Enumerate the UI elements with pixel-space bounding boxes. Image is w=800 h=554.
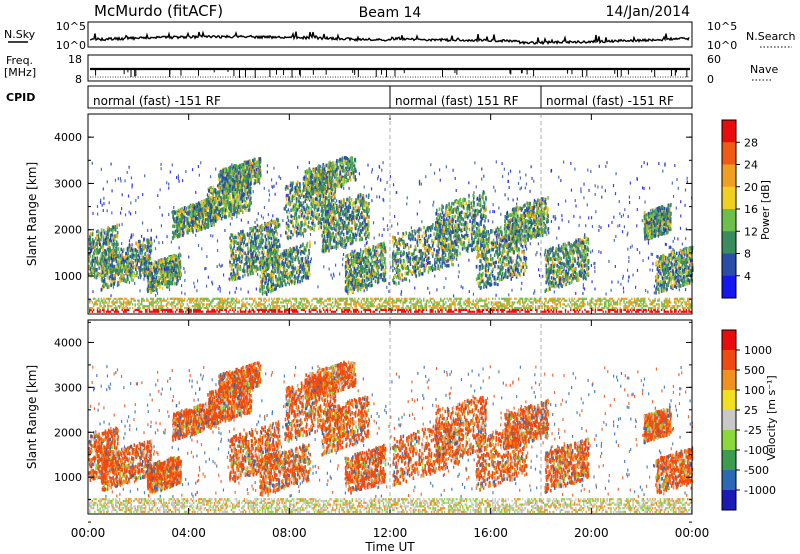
colorbar-tick-label: -1000 xyxy=(744,484,776,497)
range-tick-label: 4000 xyxy=(54,131,82,144)
colorbar-tick-label: 12 xyxy=(744,225,758,238)
time-axis: 00:00 04:00 08:00 12:00 16:00 20:00 00:00 xyxy=(71,114,710,540)
range-tick-label: 1000 xyxy=(54,270,82,283)
cpid-label: CPID xyxy=(6,91,35,104)
power-ylabel: Slant Range [km] xyxy=(25,162,39,266)
velocity-colorbar-label: Velocity [m s⁻¹] xyxy=(765,375,778,460)
colorbar-tick-label: 16 xyxy=(744,203,758,216)
time-axis-label: Time UT xyxy=(364,540,415,554)
range-tick-label: 4000 xyxy=(54,336,82,349)
beam-title: Beam 14 xyxy=(359,5,422,21)
time-tick-label: 20:00 xyxy=(574,526,609,540)
freq-label-line1: Freq. xyxy=(6,54,33,67)
range-tick-label: 3000 xyxy=(54,381,82,394)
date-title: 14/Jan/2014 xyxy=(606,4,691,20)
range-tick-label: 2000 xyxy=(54,224,82,237)
power-panel: 1000 2000 3000 4000 Slant Range [km] 28 24 20… xyxy=(25,113,772,323)
power-colorbar: 28 24 20 16 12 8 4 xyxy=(721,119,758,299)
range-tick-label: 2000 xyxy=(54,426,82,439)
colorbar-tick-label: 500 xyxy=(744,364,765,377)
station-title: McMurdo (fitACF) xyxy=(94,2,223,20)
n-sky-top-tick: 10^5 xyxy=(56,20,86,33)
cpid-panel: CPID normal (fast) -151 RF normal (fast) … xyxy=(6,85,693,109)
time-tick-label: 00:00 xyxy=(71,526,106,540)
cpid-segment-label: normal (fast) -151 RF xyxy=(93,94,221,108)
colorbar-tick-label: 20 xyxy=(744,181,758,194)
n-sky-label: N.Sky xyxy=(4,28,36,41)
nave-label: Nave xyxy=(750,63,778,76)
colorbar-tick-label: 24 xyxy=(744,159,758,172)
velocity-panel: 1000 2000 3000 4000 Slant Range [km] 1000 50… xyxy=(25,319,778,523)
colorbar-tick-label: -25 xyxy=(744,424,762,437)
time-tick-label: 16:00 xyxy=(473,526,508,540)
range-tick-label: 3000 xyxy=(54,177,82,190)
freq-label-line2: [MHz] xyxy=(4,66,36,79)
cpid-segment-label: normal (fast) 151 RF xyxy=(395,94,519,108)
colorbar-tick-label: 1000 xyxy=(744,344,772,357)
colorbar-tick-label: -500 xyxy=(744,464,769,477)
frequency-panel: Freq. [MHz] 18 8 60 0 Nave xyxy=(4,53,778,86)
nave-top-tick: 60 xyxy=(707,53,721,66)
cpid-segment-label: normal (fast) -151 RF xyxy=(546,94,674,108)
n-sky-bottom-tick: 10^0 xyxy=(56,39,86,52)
colorbar-tick-label: 28 xyxy=(744,136,758,149)
n-search-bottom-tick: 10^0 xyxy=(707,39,737,52)
time-tick-label: 08:00 xyxy=(272,526,307,540)
power-colorbar-label: Power [dB] xyxy=(759,180,772,240)
time-tick-label: 00:00 xyxy=(675,526,710,540)
colorbar-tick-label: 100 xyxy=(744,384,765,397)
frequency-trace xyxy=(90,67,690,78)
freq-bottom-tick: 8 xyxy=(75,73,82,86)
n-search-label: N.Search xyxy=(746,30,796,43)
velocity-colorbar: 1000 500 100 25 -25 -100 -500 -1000 xyxy=(721,329,776,511)
colorbar-tick-label: -100 xyxy=(744,444,769,457)
noise-trace xyxy=(89,30,690,46)
colorbar-tick-label: 25 xyxy=(744,404,758,417)
freq-top-tick: 18 xyxy=(68,53,82,66)
noise-panel: N.Sky 10^5 10^0 10^5 10^0 N.Search xyxy=(4,20,796,52)
time-tick-label: 04:00 xyxy=(171,526,206,540)
nave-bottom-tick: 0 xyxy=(707,73,714,86)
range-tick-label: 1000 xyxy=(54,471,82,484)
velocity-ylabel: Slant Range [km] xyxy=(25,365,39,469)
n-search-top-tick: 10^5 xyxy=(707,20,737,33)
time-tick-label: 12:00 xyxy=(373,526,408,540)
colorbar-tick-label: 4 xyxy=(744,270,751,283)
colorbar-tick-label: 8 xyxy=(744,248,751,261)
